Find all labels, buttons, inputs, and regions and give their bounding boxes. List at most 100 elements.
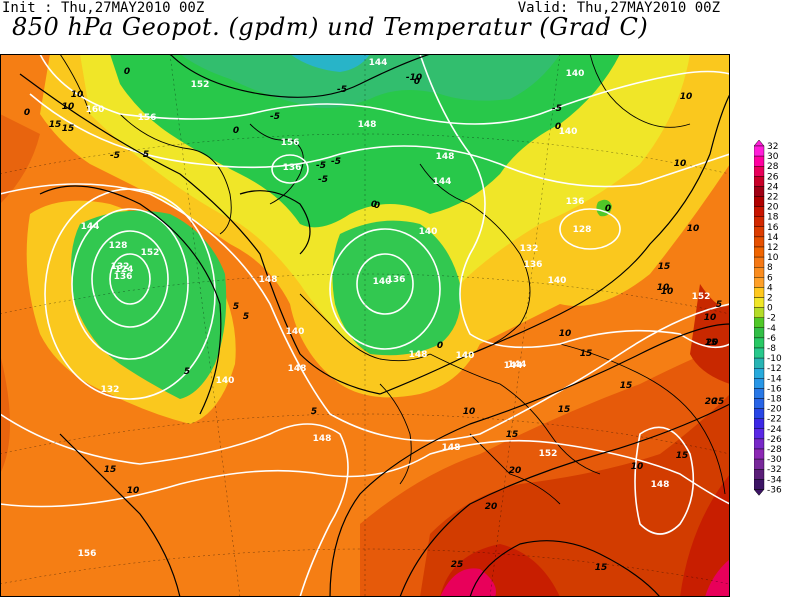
geopotential-label: 160 [86,105,105,115]
geopotential-label: 136 [566,197,585,207]
geopotential-label: 140 [456,351,475,361]
legend-swatch [754,256,765,268]
temperature-label: 15 [62,124,75,134]
temperature-label: -5 [110,151,120,161]
geopotential-label: 148 [409,350,428,360]
temperature-label: -10 [406,73,422,83]
temperature-label: 0 [555,122,561,132]
geopotential-label: 148 [436,152,455,162]
legend-tick-label: 28 [767,162,779,172]
legend-swatch [754,236,765,248]
temperature-label: 10 [127,486,140,496]
geopotential-label: 128 [109,241,128,251]
legend-swatch [754,246,765,258]
legend-tick-label: 24 [767,182,779,192]
graticule [0,54,730,597]
very-hot-zone [440,474,730,597]
legend-tick-label: -2 [767,314,776,324]
legend-swatch [754,176,765,187]
temperature-label: 5 [233,302,239,312]
legend-tick-label: -24 [767,425,782,435]
temperature-label: 20 [509,466,522,476]
legend-swatch [754,216,765,227]
temperature-label: 15 [620,381,633,391]
temperature-label: 15 [506,430,519,440]
geopotential-label: 136 [283,163,302,173]
temperature-label: -5 [552,104,562,114]
legend-swatch [754,448,765,460]
geopotential-label: 144 [369,58,388,68]
legend-tick-label: -26 [767,435,782,445]
legend-tick-label: -22 [767,415,782,425]
temperature-label: 10 [687,224,700,234]
legend-bottom-arrow [754,489,765,496]
geopotential-label: 140 [373,277,392,287]
legend-tick-label: -30 [767,455,782,465]
temperature-label: 0 [233,126,239,136]
geopotential-label: 152 [141,248,160,258]
geopotential-label: 148 [313,434,332,444]
legend-tick-label: -16 [767,384,782,394]
temperature-label: 0 [437,341,443,351]
geopotential-label: 152 [191,80,210,90]
legend-swatch [754,428,765,440]
temperature-label: -5 [337,85,347,95]
legend-tick-label: 32 [767,142,778,152]
temperature-label: 10 [631,462,644,472]
geopotential-label: 140 [548,276,567,286]
geopotential-label: 140 [286,327,305,337]
geopotential-label: 144 [81,222,100,232]
temperature-label: 15 [49,120,62,130]
cold-west-low [71,210,227,399]
geopotential-label: 148 [442,443,461,453]
legend-swatch [754,479,765,490]
legend-swatch [754,418,765,430]
temperature-label: 15 [558,405,571,415]
legend-tick-label: 12 [767,243,778,253]
geopotential-label: 152 [692,292,711,302]
temperature-label: 25 [712,397,725,407]
geopotential-label: 136 [524,260,543,270]
color-legend: 32302826242220181614121086420-2-4-6-8-10… [754,140,782,496]
geopotential-label: 132 [520,244,539,254]
temperature-label: -5 [318,175,328,185]
legend-tick-label: -34 [767,475,782,485]
legend-tick-label: -14 [767,374,782,384]
legend-tick-label: -20 [767,405,782,415]
geopotential-label: 124 [115,265,134,275]
valid-time: Valid: Thu,27MAY2010 00Z [517,0,720,16]
legend-tick-label: -18 [767,395,782,405]
geopotential-contours [0,54,730,597]
extreme-hot-zone [440,559,730,597]
geopotential-label: 132 [111,262,130,272]
legend-tick-label: 6 [767,273,773,283]
legend-tick-label: 4 [767,283,773,293]
legend-swatch [754,186,765,197]
legend-swatch [754,378,765,389]
warm-zone-west [0,114,40,474]
temperature-label: 10 [71,90,84,100]
geopotential-labels: 1521441401561481601561361401481441401361… [78,58,711,559]
temperature-label: 15 [580,349,593,359]
legend-tick-label: -36 [767,485,782,495]
legend-tick-label: 10 [767,253,779,263]
legend-swatch [754,266,765,278]
geopotential-label: 140 [419,227,438,237]
legend-swatch [754,327,765,339]
legend-tick-label: -8 [767,344,776,354]
temperature-label: -5 [270,112,280,122]
temperature-label: 10 [704,313,717,323]
temperature-contours [19,54,730,597]
legend-swatch [754,145,765,157]
geopotential-label: 148 [288,364,307,374]
temperature-label: 5 [243,312,249,322]
temperature-label: 15 [705,338,718,348]
legend-tick-label: -32 [767,465,782,475]
legend-tick-label: -12 [767,364,782,374]
legend-swatch [754,155,765,167]
legend-tick-label: 16 [767,223,779,233]
temperature-label: 10 [674,159,687,169]
legend-swatch [754,367,765,379]
legend-tick-label: 22 [767,193,778,203]
